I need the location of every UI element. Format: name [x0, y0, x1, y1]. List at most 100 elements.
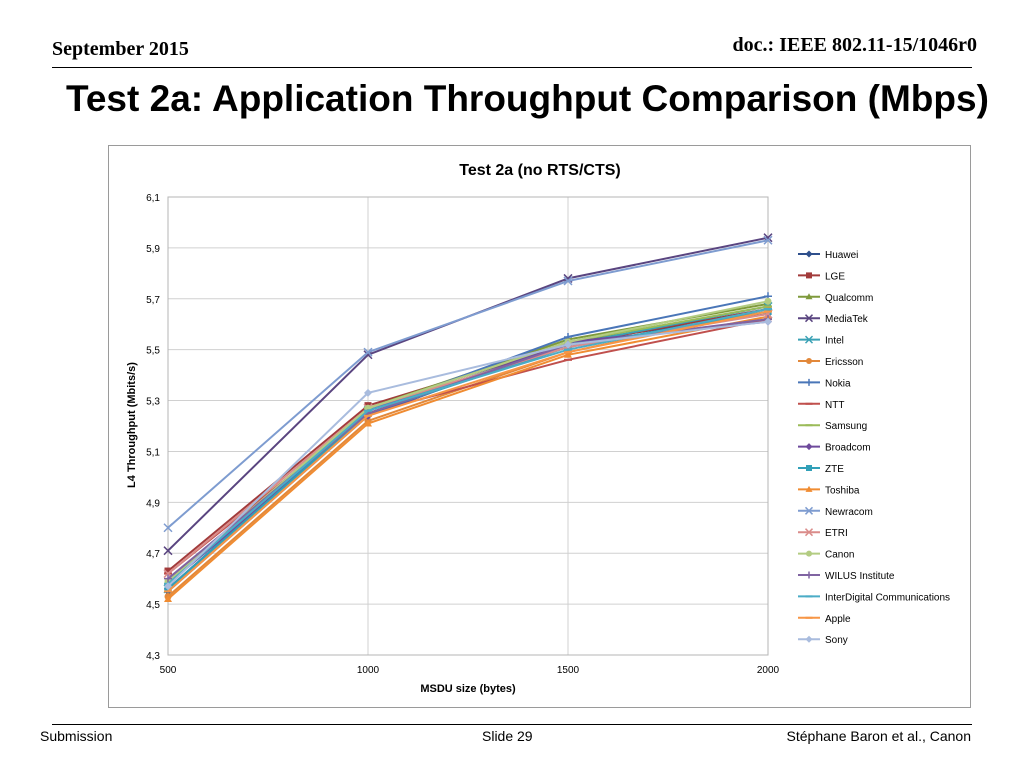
axis-layer: 4,3 4,5 4,7 4,9 5,1 5,3 5,5 5,7 5,9 6,1 500 1000 150…	[146, 193, 779, 676]
y-axis-label: L4 Throughput (Mbits/s)	[126, 362, 138, 488]
legend-label: InterDigital Communications	[825, 592, 950, 603]
series-line	[167, 320, 769, 588]
legend-label: Ericsson	[825, 357, 863, 368]
y-tick-label: 6,1	[146, 193, 160, 204]
data-point	[804, 528, 814, 537]
data-point	[163, 546, 173, 556]
series-wilus-institute	[164, 315, 772, 583]
legend-item-zte: ZTE	[798, 464, 844, 475]
plot-area-border	[167, 196, 769, 656]
legend-label: MediaTek	[825, 314, 869, 325]
series-broadcom	[164, 317, 772, 588]
data-point	[364, 388, 372, 397]
data-point	[805, 635, 813, 643]
legend-item-intel: Intel	[798, 335, 844, 347]
legend-item-lge: LGE	[798, 271, 845, 282]
series-newracom	[163, 235, 773, 533]
data-point	[164, 582, 172, 591]
legend-item-newracom: Newracom	[798, 506, 873, 518]
data-point	[806, 358, 812, 364]
legend-label: Samsung	[825, 421, 867, 432]
data-point	[805, 485, 813, 492]
legend-label: WILUS Institute	[825, 571, 895, 582]
series-sony	[164, 317, 772, 591]
legend-item-broadcom: Broadcom	[798, 443, 871, 454]
legend-item-interdigital-communications: InterDigital Communications	[798, 592, 950, 603]
y-tick-label: 4,9	[146, 498, 160, 509]
legend-item-huawei: Huawei	[798, 250, 858, 261]
data-point	[164, 567, 172, 575]
legend-item-etri: ETRI	[798, 528, 848, 539]
series-canon	[164, 297, 772, 585]
series-intel	[163, 301, 773, 594]
data-point	[805, 293, 813, 300]
series-etri	[163, 309, 773, 579]
series-interdigital-communications	[164, 307, 772, 585]
data-point	[805, 443, 813, 451]
series-line	[167, 310, 769, 593]
series-line	[167, 310, 769, 590]
series-line	[167, 300, 769, 582]
y-tick-label: 5,1	[146, 447, 160, 458]
y-tick-label: 5,9	[146, 244, 160, 255]
series-ntt	[164, 318, 772, 575]
x-tick-label: 1500	[557, 665, 580, 676]
data-point	[763, 235, 773, 245]
series-line	[167, 315, 769, 600]
legend-label: Broadcom	[825, 443, 871, 454]
data-point	[804, 506, 814, 515]
series-huawei	[164, 310, 772, 596]
y-tick-label: 5,5	[146, 346, 160, 357]
legend-item-mediatek: MediaTek	[798, 314, 869, 325]
data-point	[764, 317, 772, 326]
series-lge	[164, 305, 772, 575]
header-divider	[52, 67, 972, 68]
legend-label: LGE	[825, 271, 845, 282]
series-line	[167, 308, 769, 585]
y-tick-label: 4,3	[146, 651, 160, 662]
data-point	[806, 550, 812, 557]
series-line	[167, 308, 769, 572]
legend-item-qualcomm: Qualcomm	[798, 293, 873, 304]
data-point	[764, 297, 772, 305]
data-point	[564, 350, 572, 358]
legend-label: Toshiba	[825, 485, 860, 496]
series-toshiba	[164, 312, 772, 603]
legend-item-wilus-institute: WILUS Institute	[798, 571, 895, 582]
header-date: September 2015	[52, 38, 189, 60]
legend-label: ETRI	[825, 528, 848, 539]
data-point	[806, 465, 812, 471]
footer-author: Stéphane Baron et al., Canon	[786, 728, 971, 744]
chart-title: Test 2a (no RTS/CTS)	[459, 162, 621, 179]
series-samsung	[164, 305, 772, 585]
series-layer	[163, 233, 773, 603]
series-line	[167, 318, 769, 575]
series-line	[167, 313, 769, 575]
data-point	[564, 340, 572, 349]
data-point	[363, 347, 373, 357]
y-tick-label: 5,7	[146, 295, 160, 306]
data-point	[364, 419, 372, 427]
data-point	[164, 595, 172, 603]
series-line	[167, 320, 769, 585]
x-axis-label: MSDU size (bytes)	[420, 683, 516, 695]
series-line	[167, 313, 769, 593]
series-line	[167, 239, 769, 529]
legend-item-ericsson: Ericsson	[798, 357, 863, 368]
legend-label: Huawei	[825, 250, 858, 261]
data-point	[806, 272, 812, 279]
header-doc-id: doc.: IEEE 802.11-15/1046r0	[732, 34, 977, 56]
y-tick-label: 4,7	[146, 549, 160, 560]
footer-submission: Submission	[40, 728, 113, 744]
legend-label: Newracom	[825, 507, 873, 518]
slide-title: Test 2a: Application Throughput Comparis…	[66, 78, 989, 119]
series-line	[167, 302, 769, 582]
series-line	[167, 295, 769, 590]
footer-slide-number: Slide 29	[482, 728, 533, 744]
line-chart: 4,3 4,5 4,7 4,9 5,1 5,3 5,5 5,7 5,9 6,1 500 1000 150…	[126, 162, 950, 695]
data-point	[164, 574, 172, 583]
legend-item-ntt: NTT	[798, 400, 844, 411]
data-point	[563, 276, 573, 286]
data-point	[805, 250, 813, 258]
legend-item-samsung: Samsung	[798, 421, 867, 432]
